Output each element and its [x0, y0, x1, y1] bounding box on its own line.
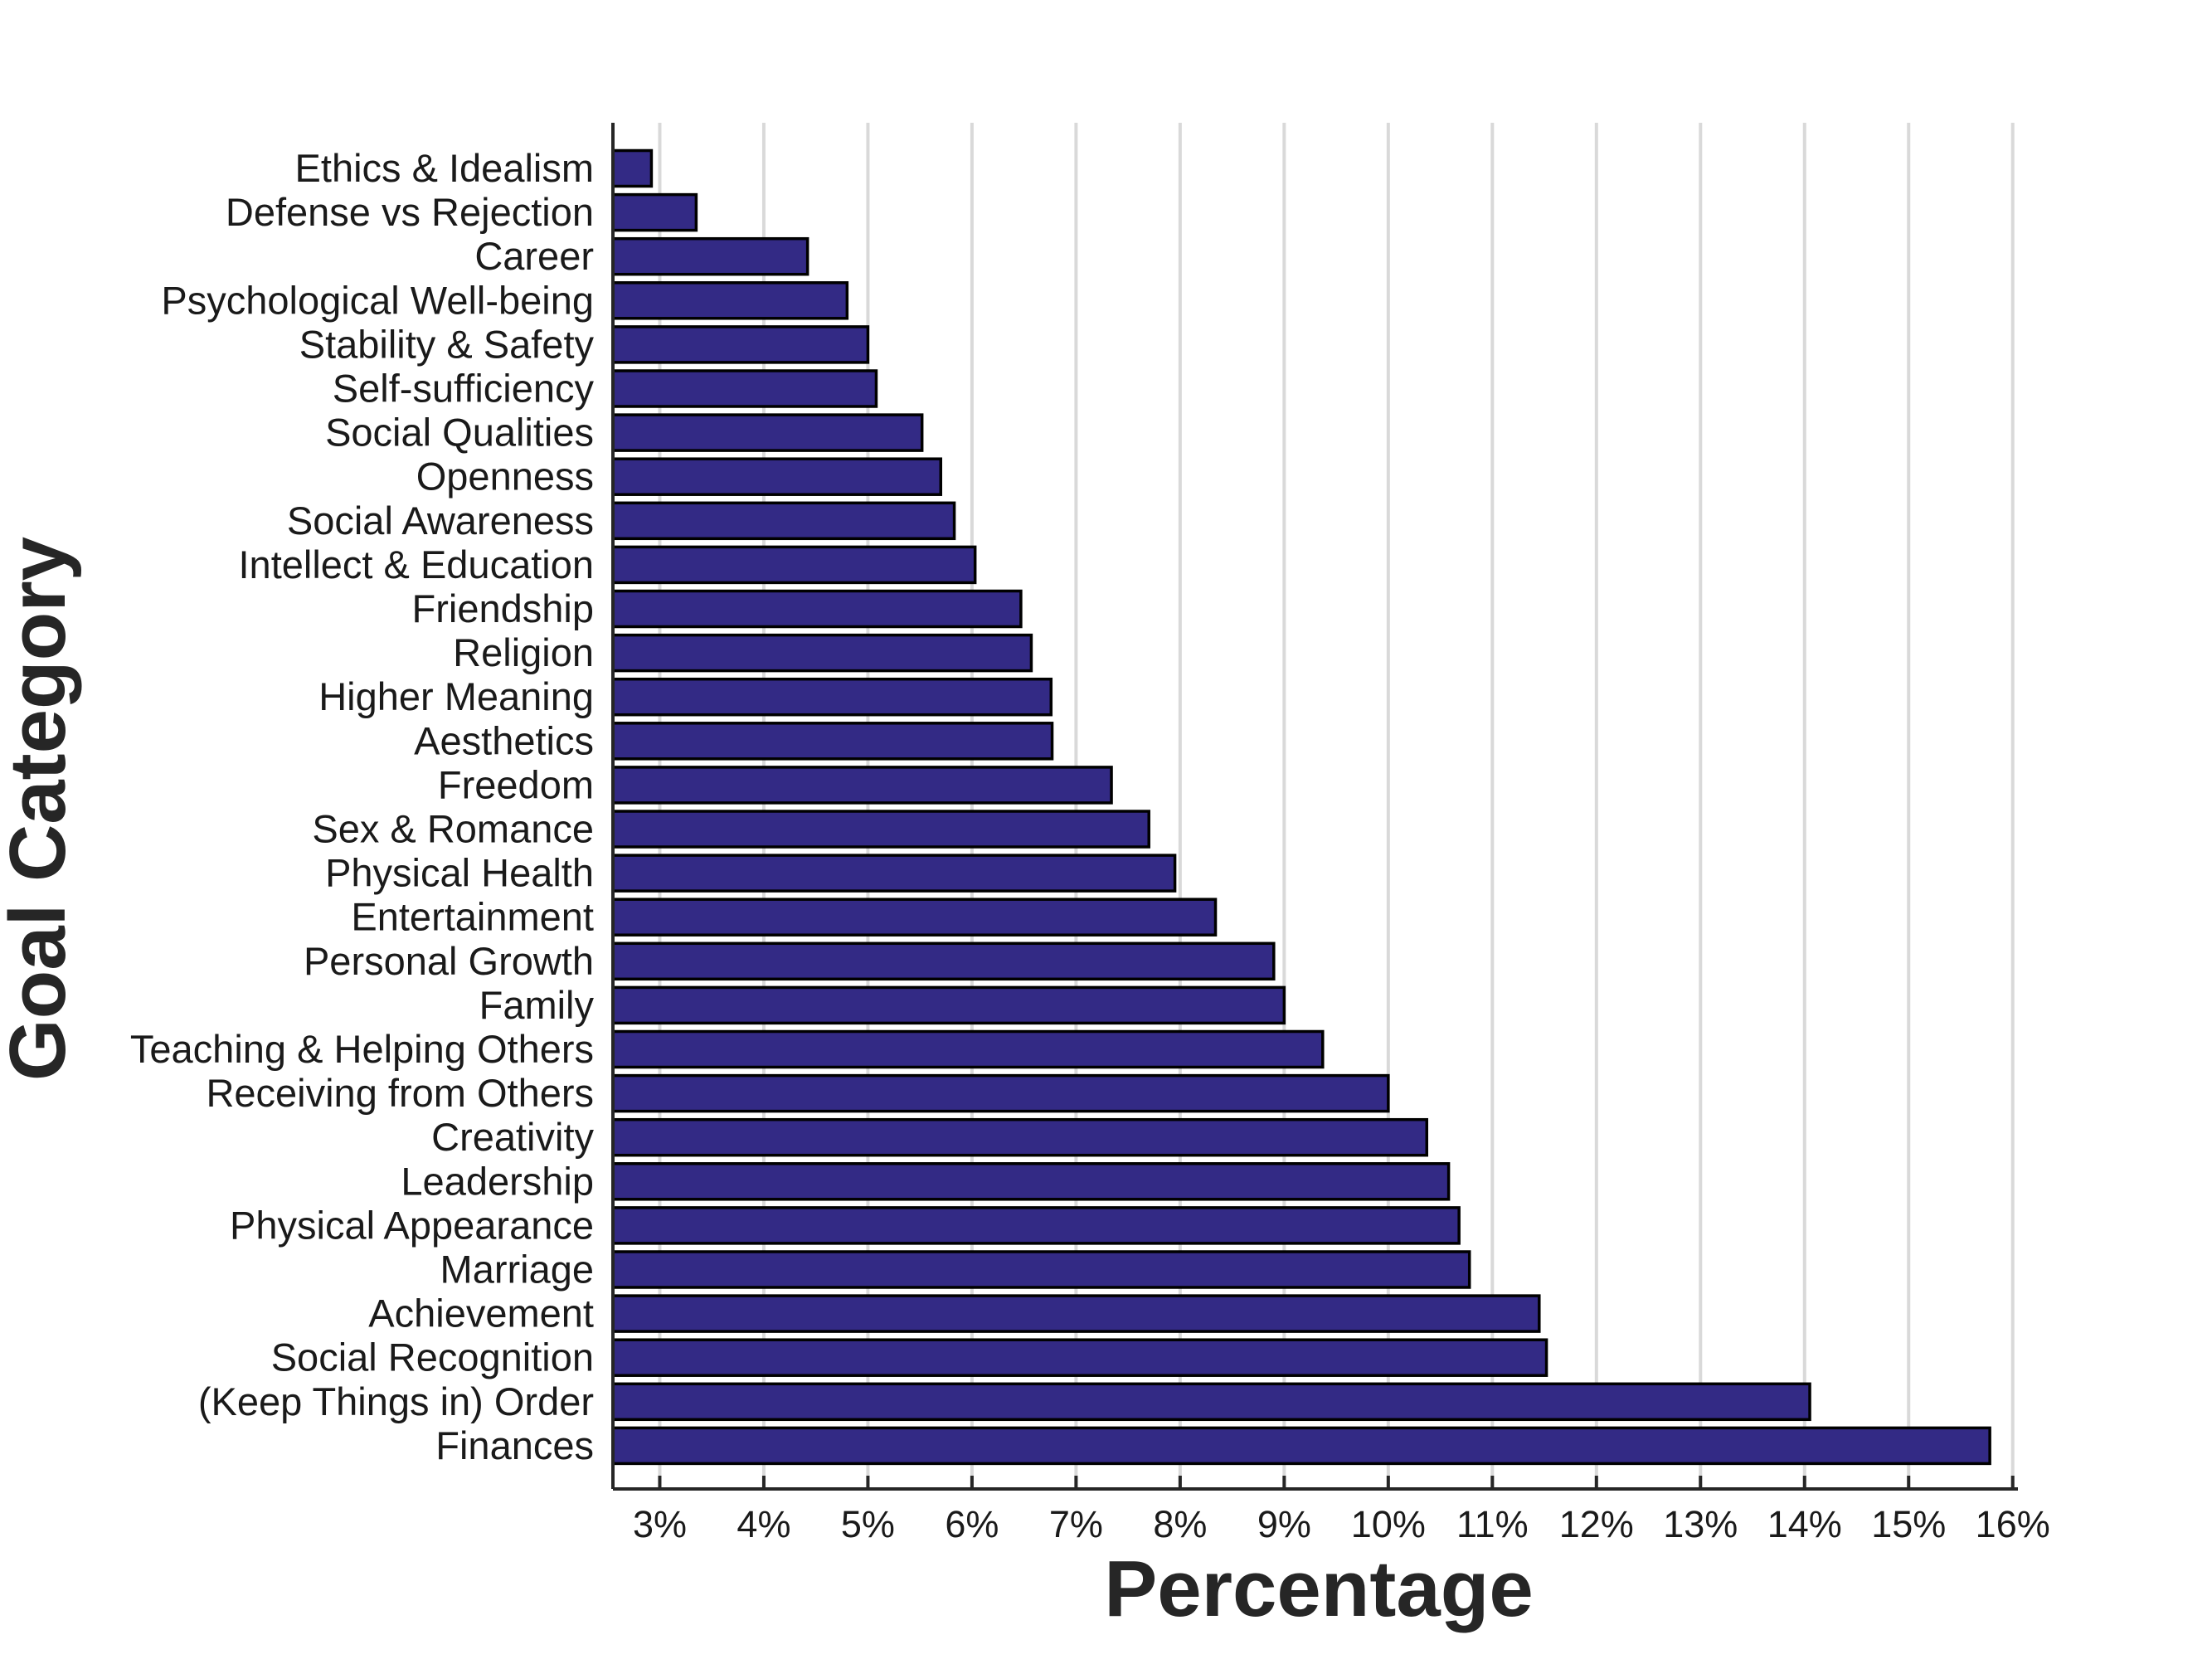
- y-axis-title: Goal Category: [0, 537, 82, 1081]
- x-tick-label: 12%: [1559, 1503, 1634, 1545]
- x-tick-label: 9%: [1257, 1503, 1311, 1545]
- category-label: Social Qualities: [325, 411, 594, 455]
- category-label: Marriage: [440, 1248, 594, 1292]
- bar: [611, 236, 809, 276]
- category-label: Religion: [453, 630, 594, 674]
- bar: [611, 1117, 1429, 1157]
- category-label: Teaching & Helping Others: [130, 1027, 594, 1071]
- category-label: (Keep Things in) Order: [198, 1379, 594, 1423]
- x-tick-label: 6%: [945, 1503, 999, 1545]
- x-tick-label: 13%: [1663, 1503, 1738, 1545]
- bar: [611, 589, 1023, 629]
- category-label: Personal Growth: [304, 939, 594, 983]
- category-label: Openness: [416, 455, 594, 499]
- x-tick-label: 16%: [1976, 1503, 2050, 1545]
- category-label: Friendship: [412, 586, 594, 630]
- bar: [611, 325, 870, 364]
- category-label: Creativity: [431, 1115, 594, 1159]
- category-label: Self-sufficiency: [333, 367, 595, 411]
- bar: [611, 1338, 1548, 1377]
- bar: [611, 369, 878, 408]
- x-tick-label: 14%: [1767, 1503, 1842, 1545]
- bar: [611, 1162, 1451, 1201]
- bar: [611, 413, 924, 452]
- category-label: Stability & Safety: [299, 322, 595, 366]
- category-label: Finances: [435, 1423, 594, 1467]
- grid-lines: [658, 123, 2015, 1489]
- category-label: Achievement: [368, 1292, 594, 1335]
- bar: [611, 1294, 1541, 1333]
- bar: [611, 941, 1276, 981]
- bar: [611, 898, 1218, 937]
- category-label: Sex & Romance: [312, 807, 594, 851]
- x-tick-labels: 3% 4% 5% 6% 7% 8% 9% 10% 11% 12% 13% 14% 15% 16%: [633, 1503, 2050, 1545]
- x-tick-label: 11%: [1456, 1503, 1529, 1545]
- x-tick-label: 3%: [633, 1503, 687, 1545]
- bar: [611, 1426, 1991, 1466]
- bar: [611, 854, 1177, 893]
- bar: [611, 148, 654, 188]
- bar: [611, 722, 1054, 761]
- category-label: Entertainment: [351, 895, 594, 939]
- bar: [611, 766, 1113, 805]
- x-tick-label: 8%: [1153, 1503, 1207, 1545]
- category-label: Psychological Well-being: [161, 278, 594, 322]
- bar: [611, 1250, 1471, 1289]
- bars: [611, 148, 1991, 1466]
- category-label: Family: [479, 983, 595, 1027]
- bar: [611, 1029, 1325, 1069]
- x-tick-label: 4%: [737, 1503, 790, 1545]
- x-tick-label: 15%: [1871, 1503, 1946, 1545]
- category-label: Physical Appearance: [230, 1203, 594, 1247]
- category-label: Higher Meaning: [318, 674, 594, 718]
- bar: [611, 192, 698, 232]
- bar: [611, 1382, 1811, 1422]
- bar: [611, 545, 977, 585]
- x-tick-label: 5%: [841, 1503, 895, 1545]
- axes: [611, 123, 2018, 1491]
- category-label: Physical Health: [325, 851, 594, 895]
- category-label: Intellect & Education: [239, 542, 595, 586]
- bar: [611, 810, 1150, 849]
- category-label: Social Awareness: [287, 499, 594, 542]
- bar: [611, 677, 1053, 717]
- x-tick-label: 10%: [1351, 1503, 1426, 1545]
- x-axis-title: Percentage: [1104, 1545, 1534, 1633]
- bar: [611, 457, 943, 496]
- bar: [611, 633, 1033, 673]
- bar: [611, 985, 1286, 1025]
- category-label: Career: [474, 234, 594, 278]
- bar: [611, 1073, 1390, 1113]
- category-label: Aesthetics: [414, 718, 594, 762]
- x-tick-label: 7%: [1049, 1503, 1103, 1545]
- category-label: Receiving from Others: [206, 1071, 594, 1115]
- bar: [611, 1206, 1461, 1245]
- bar: [611, 501, 956, 541]
- category-label: Leadership: [401, 1159, 594, 1203]
- category-label: Social Recognition: [271, 1335, 594, 1379]
- bar: [611, 281, 849, 320]
- category-label: Freedom: [438, 762, 594, 806]
- category-label: Ethics & Idealism: [295, 146, 594, 190]
- category-label: Defense vs Rejection: [226, 190, 594, 234]
